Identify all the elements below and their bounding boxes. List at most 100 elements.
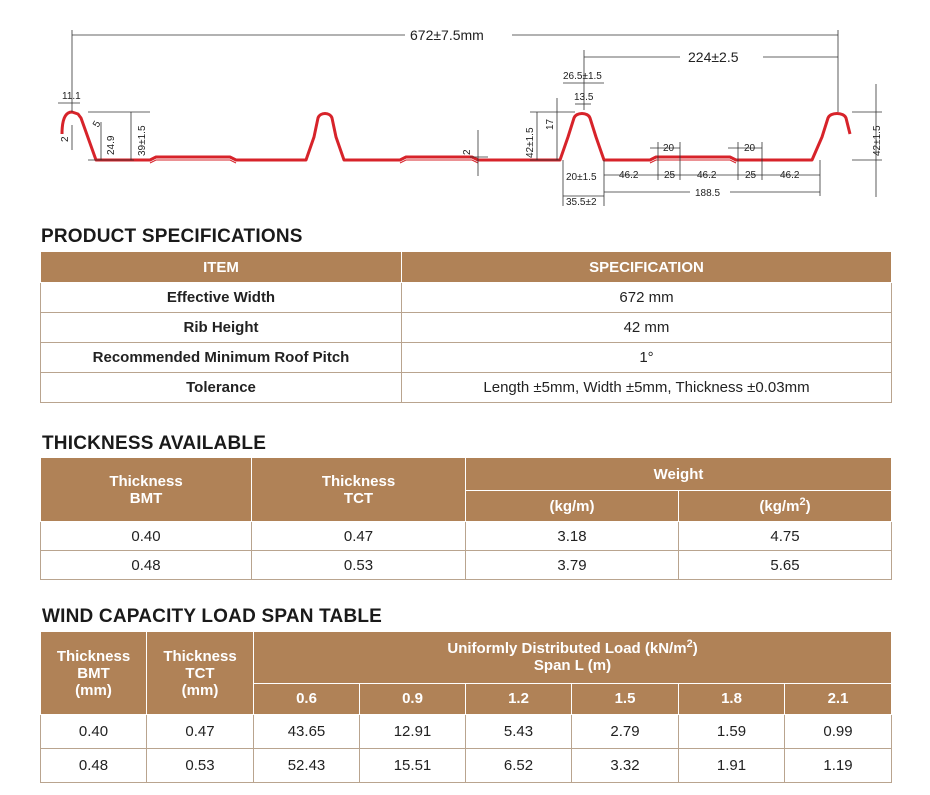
header-span: Span L (m) — [533, 657, 612, 675]
load-cell: 52.43 — [253, 748, 360, 783]
item-cell: Tolerance — [40, 372, 402, 403]
dim-pan-188: 188.5 — [695, 188, 720, 199]
dim-rib-height-17: 17 — [545, 118, 556, 130]
dim-pan-25-a: 25 — [664, 170, 676, 181]
tct-cell: 0.47 — [251, 521, 466, 551]
table-row: 0.40 0.47 3.18 4.75 — [40, 521, 892, 551]
header-line: BMT — [77, 664, 110, 682]
header-line: TCT — [343, 489, 374, 507]
dim-pan-25-b: 25 — [745, 170, 757, 181]
header-line: Thickness — [321, 472, 396, 490]
table-row: Recommended Minimum Roof Pitch 1° — [40, 342, 892, 373]
header-weight: Weight — [465, 457, 892, 491]
tct-cell: 0.53 — [251, 550, 466, 580]
dim-pan-20-a: 20 — [663, 143, 675, 154]
dim-height-24-9: 24.9 — [106, 135, 117, 155]
header-load-end: ) — [692, 640, 698, 658]
span-header: 1.5 — [571, 682, 679, 716]
dim-rib-top-inner: 13.5 — [574, 92, 594, 103]
header-thickness-tct: Thickness TCT — [251, 457, 466, 522]
header-load-base: Uniformly Distributed Load (kN/m — [447, 640, 687, 658]
spec-cell: Length ±5mm, Width ±5mm, Thickness ±0.03… — [401, 372, 892, 403]
roof-profile-drawing: 672±7.5mm 224±2.5 26.5±1.5 13.5 11.1 5 2… — [58, 27, 883, 208]
load-cell: 43.65 — [253, 714, 360, 749]
span-header: 2.1 — [783, 682, 893, 716]
spec-cell: 1° — [401, 342, 892, 373]
tct-cell: 0.53 — [146, 748, 254, 783]
dim-rib-height-42: 42±1.5 — [525, 127, 536, 158]
table-header-row: ITEM SPECIFICATION — [40, 251, 892, 283]
header-line: (mm) — [75, 681, 112, 699]
span-header: 0.9 — [359, 682, 466, 716]
bmt-cell: 0.48 — [40, 748, 147, 783]
wind-capacity-title: WIND CAPACITY LOAD SPAN TABLE — [42, 606, 383, 627]
dim-pan-46-b: 46.2 — [697, 170, 717, 181]
dim-pan-20-b: 20 — [744, 143, 756, 154]
dim-rib-top: 26.5±1.5 — [563, 71, 602, 82]
spec-cell: 42 mm — [401, 312, 892, 343]
table-header-row: Thickness BMT (mm) Thickness TCT (mm) Un… — [40, 631, 893, 715]
load-cell: 1.59 — [678, 714, 785, 749]
weight-kgm-cell: 3.18 — [465, 521, 679, 551]
item-cell: Effective Width — [40, 282, 402, 313]
thickness-table: Thickness BMT Thickness TCT Weight (kg/m… — [40, 457, 892, 580]
weight-kgm2-cell: 4.75 — [678, 521, 892, 551]
dim-pan-46-c: 46.2 — [780, 170, 800, 181]
roof-sheet-profile — [60, 110, 852, 162]
table-row: Rib Height 42 mm — [40, 312, 892, 343]
item-cell: Recommended Minimum Roof Pitch — [40, 342, 402, 373]
table-header-row: 0.6 0.9 1.2 1.5 1.8 2.1 — [41, 682, 893, 716]
header-thickness-bmt: Thickness BMT — [40, 457, 252, 522]
bmt-cell: 0.40 — [40, 714, 147, 749]
dim-base-35: 35.5±2 — [566, 197, 597, 208]
dim-depth-2: 2 — [462, 149, 473, 155]
spec-cell: 672 mm — [401, 282, 892, 313]
load-cell: 1.91 — [678, 748, 785, 783]
thickness-title: THICKNESS AVAILABLE — [42, 433, 267, 454]
bmt-cell: 0.40 — [40, 521, 252, 551]
header-item: ITEM — [40, 251, 402, 283]
table-row: 0.48 0.53 3.79 5.65 — [40, 550, 892, 580]
dim-angle: 5 — [91, 119, 104, 130]
header-specification: SPECIFICATION — [401, 251, 892, 283]
dim-height-39: 39±1.5 — [137, 125, 148, 156]
dim-rib-pitch: 224±2.5 — [688, 49, 739, 65]
weight-kgm-cell: 3.79 — [465, 550, 679, 580]
load-cell: 12.91 — [359, 714, 466, 749]
header-kg-per-m2: (kg/m2) — [678, 490, 892, 522]
product-specs-table: ITEM SPECIFICATION Effective Width 672 m… — [40, 251, 892, 403]
product-specs-title: PRODUCT SPECIFICATIONS — [41, 226, 303, 247]
table-header-row: Thickness BMT Thickness TCT Weight — [40, 457, 892, 522]
header-line: BMT — [129, 489, 163, 507]
weight-kgm2-cell: 5.65 — [678, 550, 892, 580]
header-line: Thickness — [56, 647, 131, 665]
pan-flute-lines — [149, 159, 737, 164]
table-row: 0.40 0.47 43.65 12.91 5.43 2.79 1.59 0.9… — [40, 714, 893, 749]
dim-pan-46-a: 46.2 — [619, 170, 639, 181]
dim-rib-top-small: 11.1 — [62, 91, 81, 102]
table-header-row: (kg/m) (kg/m2) — [41, 490, 892, 522]
table-row: Effective Width 672 mm — [40, 282, 892, 313]
load-cell: 15.51 — [359, 748, 466, 783]
header-kg-per-m: (kg/m) — [465, 490, 679, 522]
span-header: 1.8 — [678, 682, 785, 716]
header-thickness-bmt: Thickness BMT (mm) — [40, 631, 147, 715]
header-line: (mm) — [181, 681, 219, 699]
load-cell: 3.32 — [571, 748, 679, 783]
dim-overall-width: 672±7.5mm — [410, 27, 484, 43]
tct-cell: 0.47 — [146, 714, 254, 749]
header-thickness-tct: Thickness TCT (mm) — [146, 631, 254, 715]
table-row: 0.48 0.53 52.43 15.51 6.52 3.32 1.91 1.1… — [40, 748, 893, 783]
header-line: Thickness — [163, 647, 237, 665]
dim-rib-height-42-right: 42±1.5 — [872, 125, 883, 156]
unit-base: (kg/m — [759, 497, 800, 515]
load-cell: 6.52 — [465, 748, 572, 783]
table-row: Tolerance Length ±5mm, Width ±5mm, Thick… — [40, 372, 892, 403]
load-cell: 0.99 — [783, 714, 893, 749]
unit-superscript: 2 — [799, 495, 806, 508]
dim-height-left-2: 2 — [60, 136, 71, 142]
load-cell: 2.79 — [571, 714, 679, 749]
span-header: 1.2 — [465, 682, 572, 716]
header-line: TCT — [185, 664, 215, 682]
dimension-lines — [58, 30, 882, 206]
